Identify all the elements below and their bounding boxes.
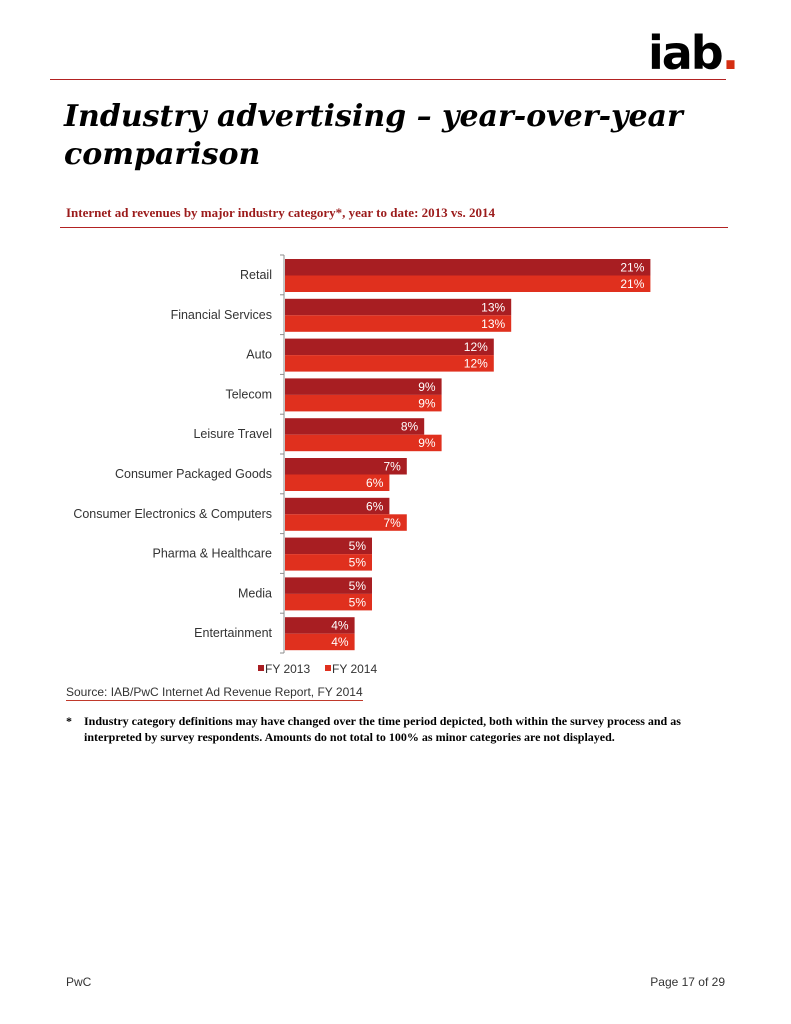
category-label: Consumer Electronics & Computers <box>73 507 272 521</box>
data-label: 21% <box>620 261 644 275</box>
logo-dot: . <box>721 26 740 80</box>
data-label: 5% <box>349 595 367 609</box>
bar-fy-2013 <box>285 418 425 435</box>
footnote-text: Industry category definitions may have c… <box>84 714 681 744</box>
data-label: 12% <box>464 357 488 371</box>
header-rule <box>50 79 726 80</box>
page-title: Industry advertising – year-over-year co… <box>64 99 683 172</box>
logo-text: iab <box>648 26 724 80</box>
footnote-marker: * <box>66 714 72 728</box>
bar-fy-2014 <box>285 474 390 491</box>
data-label: 13% <box>481 317 505 331</box>
bar-fy-2013 <box>285 497 390 515</box>
data-label: 6% <box>366 499 384 513</box>
bar-fy-2014 <box>285 275 651 292</box>
bar-fy-2014 <box>285 514 407 531</box>
category-label: Auto <box>246 348 272 362</box>
category-label: Pharma & Healthcare <box>152 547 272 561</box>
bar-fy-2014 <box>285 593 372 611</box>
category-label: Retail <box>240 268 272 282</box>
page-number: Page 17 of 29 <box>650 975 725 989</box>
data-label: 7% <box>383 460 401 474</box>
data-label: 7% <box>383 516 401 530</box>
category-label: Financial Services <box>171 308 272 322</box>
bar-chart: Retail 21% 21% Financial Services 13% 13% Auto… <box>73 254 651 676</box>
chart-title: Internet ad revenues by major industry c… <box>66 205 495 220</box>
data-label: 6% <box>366 476 384 490</box>
footnote: * Industry category definitions may have… <box>66 713 731 745</box>
data-label: 5% <box>349 556 367 570</box>
data-label: 9% <box>418 436 436 450</box>
bar-fy-2014 <box>285 394 442 412</box>
data-label: 9% <box>418 380 436 394</box>
category-label: Telecom <box>225 387 272 401</box>
data-label: 12% <box>464 340 488 354</box>
bar-fy-2014 <box>285 633 355 651</box>
category-label: Media <box>238 586 272 600</box>
bar-fy-2013 <box>285 259 651 276</box>
bar-fy-2013 <box>285 378 442 395</box>
bar-fy-2014 <box>285 315 512 332</box>
bar-fy-2014 <box>285 554 372 571</box>
bar-fy-2013 <box>285 577 372 594</box>
legend-label: FY 2013 <box>265 662 310 676</box>
data-label: 4% <box>331 635 349 649</box>
category-label: Entertainment <box>194 626 272 640</box>
data-label: 9% <box>418 396 436 410</box>
legend-swatch <box>325 665 331 671</box>
iab-logo: iab. <box>648 30 739 76</box>
bar-fy-2013 <box>285 338 494 356</box>
bar-fy-2013 <box>285 537 372 555</box>
chart-title-rule <box>60 227 728 228</box>
legend-swatch <box>258 665 264 671</box>
footer-left: PwC <box>66 975 92 989</box>
legend-label: FY 2014 <box>332 662 377 676</box>
data-label: 21% <box>620 277 644 291</box>
bar-fy-2013 <box>285 617 355 634</box>
bar-fy-2014 <box>285 355 494 372</box>
bar-fy-2013 <box>285 458 407 475</box>
data-label: 8% <box>401 420 419 434</box>
data-label: 5% <box>349 539 367 553</box>
data-label: 13% <box>481 300 505 314</box>
data-label: 5% <box>349 579 367 593</box>
category-label: Consumer Packaged Goods <box>115 467 272 481</box>
category-label: Leisure Travel <box>193 427 272 441</box>
source-note: Source: IAB/PwC Internet Ad Revenue Repo… <box>66 685 363 701</box>
bar-fy-2014 <box>285 434 442 452</box>
data-label: 4% <box>331 619 349 633</box>
bar-fy-2013 <box>285 298 512 316</box>
